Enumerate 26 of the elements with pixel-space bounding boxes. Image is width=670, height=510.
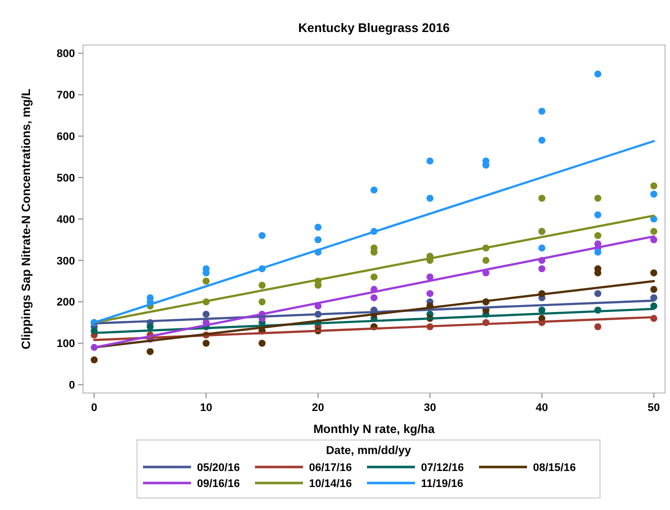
x-tick-label: 30 — [424, 402, 436, 414]
x-tick-label: 10 — [200, 402, 212, 414]
y-axis-title: Clippings Sap Nitrate-N Concentrations, mg/L — [19, 88, 33, 350]
y-tick-label: 400 — [56, 214, 75, 226]
legend-label: 10/14/16 — [309, 478, 352, 490]
y-tick-label: 200 — [56, 296, 75, 309]
chart-title: Kentucky Bluegrass 2016 — [298, 21, 450, 35]
legend-label: 09/16/16 — [197, 478, 240, 490]
y-tick-label: 800 — [56, 48, 75, 60]
x-axis-title: Monthly N rate, kg/ha — [313, 422, 435, 436]
y-tick-label: 300 — [56, 255, 75, 268]
legend-label: 07/12/16 — [421, 462, 464, 474]
legend-label: 08/15/16 — [533, 462, 576, 474]
x-tick-label: 50 — [648, 402, 660, 414]
x-tick-label: 20 — [312, 402, 324, 414]
x-tick-label: 0 — [91, 402, 98, 414]
x-tick-label: 40 — [536, 402, 548, 414]
y-tick-label: 500 — [56, 172, 75, 184]
legend-label: 11/19/16 — [421, 478, 464, 490]
y-tick-label: 600 — [56, 130, 75, 143]
legend-label: 05/20/16 — [197, 462, 240, 474]
y-tick-label: 700 — [56, 90, 75, 102]
y-tick-label: 0 — [68, 380, 75, 392]
y-tick-label: 100 — [56, 338, 75, 350]
legend-title: Date, mm/dd/yy — [326, 445, 412, 457]
legend-label: 06/17/16 — [309, 462, 352, 474]
